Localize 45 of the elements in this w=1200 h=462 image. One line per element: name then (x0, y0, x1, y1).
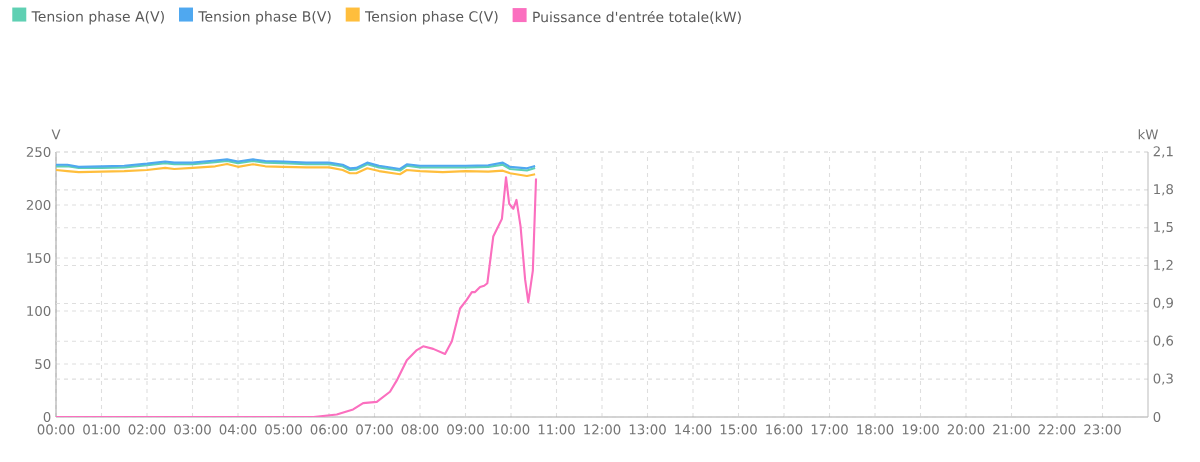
x-tick-label: 20:00 (947, 424, 985, 435)
y2-tick-label: 0,6 (1153, 335, 1174, 348)
legend-label: Tension phase B(V) (198, 10, 331, 25)
x-tick-label: 05:00 (265, 424, 302, 435)
x-tick-label: 23:00 (1084, 424, 1121, 435)
x-tick-label: 13:00 (629, 424, 666, 435)
x-tick-label: 09:00 (447, 424, 484, 435)
y-tick-label: 200 (26, 199, 51, 211)
line-series (56, 162, 537, 178)
x-tick-label: 02:00 (128, 424, 166, 435)
x-tick-label: 18:00 (857, 424, 894, 435)
x-tick-label: 14:00 (675, 424, 712, 435)
legend-label: Tension phase A(V) (31, 10, 164, 25)
y-tick-label: 0 (43, 411, 51, 423)
x-tick-label: 17:00 (811, 424, 848, 435)
x-tick-label: 07:00 (356, 424, 393, 435)
x-tick-label: 03:00 (174, 424, 211, 435)
x-tick-label: 22:00 (1038, 424, 1076, 435)
y2-tick-label: 0,9 (1153, 297, 1173, 310)
y2-tick-label: 1,5 (1154, 222, 1173, 234)
x-tick-label: 21:00 (993, 424, 1030, 435)
legend-label: Puissance d'entrée totale(kW) (533, 10, 741, 24)
y2-tick-label: 0 (1153, 411, 1161, 423)
x-tick-label: 00:00 (37, 424, 75, 435)
x-tick-label: 06:00 (310, 424, 348, 435)
x-tick-label: 04:00 (219, 424, 257, 435)
x-tick-label: 08:00 (401, 424, 439, 435)
x-tick-label: 15:00 (720, 424, 757, 435)
y2-tick-label: 1,8 (1154, 184, 1173, 196)
x-tick-label: 19:00 (902, 424, 939, 435)
y-tick-label: 50 (35, 358, 51, 370)
y2-tick-label: 2,1 (1153, 146, 1173, 158)
y2-tick-label: 1,2 (1154, 259, 1173, 272)
x-tick-label: 10:00 (493, 424, 530, 435)
y-tick-label: 250 (26, 146, 51, 158)
legend-label: Tension phase C(V) (365, 10, 498, 25)
y-tick-label: 100 (27, 305, 51, 317)
y2-axis-title: kW (1138, 129, 1159, 140)
y2-tick-label: 0,3 (1153, 373, 1173, 385)
x-tick-label: 01:00 (83, 424, 120, 435)
x-tick-label: 16:00 (766, 424, 803, 435)
x-tick-label: 12:00 (584, 424, 621, 435)
y-tick-label: 150 (27, 252, 51, 264)
x-tick-label: 11:00 (538, 424, 575, 435)
y-axis-title: V (51, 129, 61, 140)
